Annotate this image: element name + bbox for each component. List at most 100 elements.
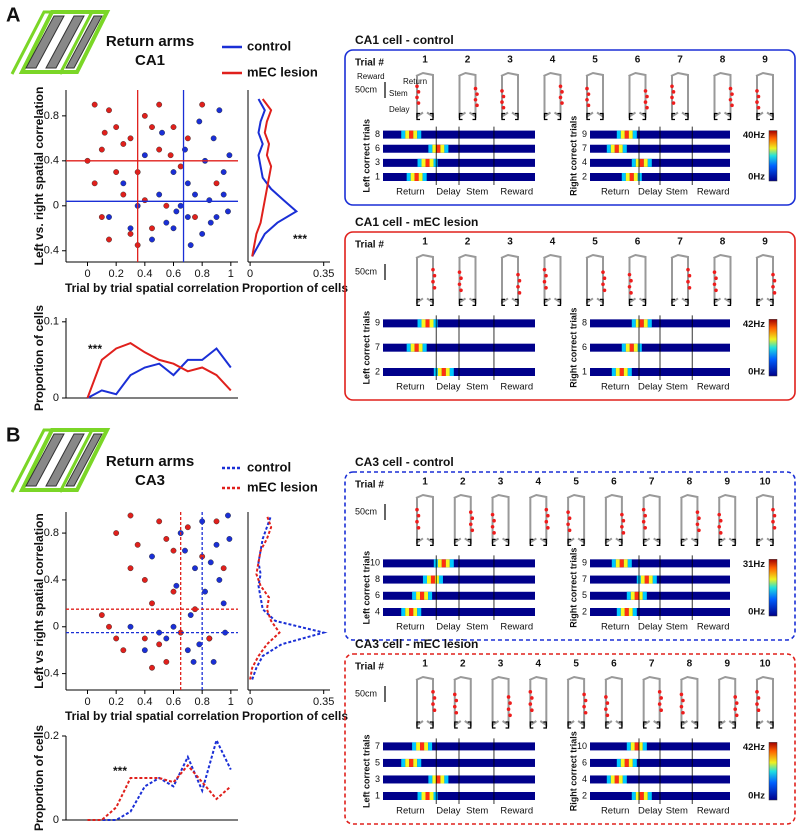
heatmap-hotspot [631, 158, 636, 167]
scatter-point [163, 219, 170, 226]
spike [558, 84, 563, 89]
heatmap-hotspot [410, 343, 415, 352]
y-axis-label: Proportion of cells [32, 305, 46, 411]
maze-icon [10, 428, 111, 493]
spike [643, 525, 647, 530]
scatter-point [149, 124, 155, 130]
start-bracket [416, 721, 434, 729]
trial-number: 1 [422, 659, 428, 670]
row-label: 1 [582, 366, 587, 376]
heatmap-hotspot [421, 792, 426, 800]
row-label: 6 [582, 342, 587, 352]
spike [457, 270, 462, 274]
series-line [251, 98, 299, 257]
spike [459, 276, 463, 281]
scatter-point [127, 512, 134, 519]
heatmap-hotspot [620, 608, 625, 616]
trajectory [755, 675, 774, 727]
heatmap-hotspot [433, 319, 438, 328]
spike [500, 89, 504, 93]
spike [586, 103, 591, 108]
heatmap-hotspot [417, 608, 422, 616]
trial-number: 8 [720, 237, 726, 248]
start-bracket [529, 721, 547, 729]
start-bracket [529, 538, 547, 547]
scatter-point [156, 518, 163, 525]
spike [506, 695, 511, 699]
spike [602, 288, 607, 293]
y-tick-label: 0.8 [44, 527, 59, 539]
scatter-point [120, 141, 127, 147]
spike [733, 707, 738, 711]
spike [528, 702, 533, 706]
start-bracket [605, 721, 623, 729]
scatter-point [106, 623, 112, 630]
spike [756, 708, 761, 713]
heatmap-hotspot [409, 130, 414, 139]
start-bracket [567, 538, 585, 547]
heatmap-axis-label: Left correct trials [361, 551, 371, 625]
heatmap-hotspot [445, 368, 450, 376]
colorbar-min: 0Hz [748, 172, 765, 183]
heatmap-hotspot [401, 130, 406, 139]
y-tick-label: 0 [53, 200, 59, 212]
heatmap-axis-label: Left correct trials [361, 734, 371, 808]
spike [490, 524, 495, 529]
chart-subtitle: CA3 [135, 472, 165, 489]
row-label: 4 [582, 774, 587, 784]
row-label: 4 [582, 157, 587, 167]
row-label: 1 [375, 790, 380, 800]
trajectory [415, 493, 434, 545]
heatmap-hotspot [632, 758, 637, 767]
scatter-point [170, 547, 177, 554]
x-axis-label: Trial by trial spatial correlation [65, 709, 239, 723]
heatmap-hotspot [414, 343, 419, 352]
spike [734, 713, 739, 718]
segment-label: Reward [500, 622, 533, 633]
heatmap-hotspot [401, 758, 406, 767]
start-bracket [680, 538, 699, 547]
start-bracket [713, 112, 732, 121]
start-bracket [756, 112, 774, 121]
row-label: 10 [577, 741, 587, 751]
spike [671, 101, 676, 105]
heatmap-hotspot [610, 775, 615, 784]
spike [627, 284, 632, 289]
spike [560, 101, 564, 105]
spike [431, 702, 435, 706]
trajectory [491, 493, 510, 545]
scatter-point [106, 214, 112, 220]
heatmap-hotspot [441, 368, 446, 376]
row-label: 6 [582, 757, 587, 767]
start-bracket [491, 721, 510, 729]
scatter-point [196, 641, 203, 648]
heatmap-hotspot [414, 173, 419, 181]
spike [542, 267, 547, 272]
start-bracket [454, 538, 472, 547]
start-bracket [416, 298, 434, 307]
heatmap-hotspot [428, 144, 433, 153]
scatter-point [184, 524, 191, 531]
heatmap-hotspot [416, 742, 421, 751]
scatter-point [98, 146, 105, 153]
trajectory [415, 675, 434, 727]
heatmap-hotspot [652, 575, 657, 584]
colorbar-min: 0Hz [748, 607, 765, 618]
spike [452, 704, 457, 709]
scatter-point [207, 559, 214, 566]
annotation: *** [293, 232, 307, 246]
trial-number: 3 [507, 55, 513, 66]
heatmap-hotspot [440, 144, 445, 153]
y-tick-label: 0.2 [44, 730, 59, 742]
spike [542, 279, 547, 284]
scatter-point [127, 565, 134, 572]
trial-number: 5 [573, 477, 579, 488]
heatmap-hotspot [417, 319, 422, 328]
cell-panel-border [344, 49, 796, 206]
scatter-point [182, 547, 188, 554]
row-label: 9 [582, 129, 587, 139]
scatter-point [192, 214, 198, 220]
spike [473, 86, 478, 91]
maze-label: Reward [357, 72, 385, 81]
spike [730, 103, 734, 108]
